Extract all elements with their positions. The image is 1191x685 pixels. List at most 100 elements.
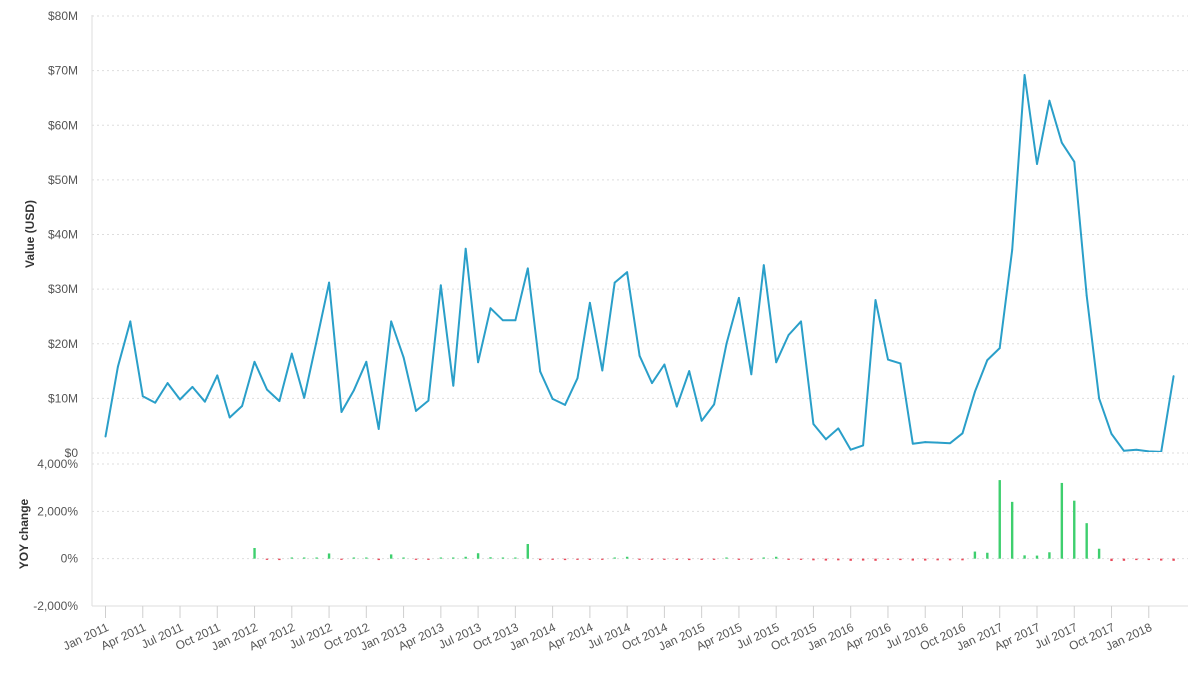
yoy-bar <box>1010 501 1014 559</box>
yoy-bar <box>588 558 592 560</box>
value-point <box>1011 248 1014 251</box>
value-y-tick-label: $60M <box>48 118 78 132</box>
yoy-axis-title: YOY change <box>17 498 31 569</box>
yoy-bar <box>787 558 790 560</box>
value-point <box>713 403 715 406</box>
yoy-bar <box>700 558 703 560</box>
value-point <box>551 398 554 400</box>
yoy-bar <box>563 558 567 561</box>
value-point <box>203 400 206 403</box>
value-point <box>1160 451 1163 452</box>
value-point <box>936 441 939 444</box>
value-point <box>874 299 877 301</box>
value-point <box>787 334 790 336</box>
yoy-bar <box>327 553 331 559</box>
yoy-bar <box>476 553 480 559</box>
value-point <box>315 340 318 342</box>
value-point <box>303 396 306 399</box>
yoy-y-tick-label: 0% <box>61 552 79 566</box>
yoy-bar <box>1122 558 1126 561</box>
value-point <box>489 307 492 310</box>
yoy-bar <box>489 557 492 559</box>
value-point <box>601 369 604 372</box>
yoy-bar <box>427 558 430 560</box>
yoy-bar <box>638 558 641 560</box>
value-point <box>1123 449 1125 452</box>
yoy-bar <box>1060 482 1064 559</box>
value-point <box>166 382 169 384</box>
yoy-bar <box>315 557 318 559</box>
value-point <box>1060 141 1063 144</box>
yoy-bar <box>737 558 741 560</box>
yoy-bar <box>861 558 865 561</box>
yoy-y-tick-labels: -2,000% 0% 2,000% 4,000% <box>33 457 78 613</box>
yoy-bar <box>253 548 256 559</box>
value-point <box>700 419 703 422</box>
value-point <box>266 388 268 391</box>
yoy-bar <box>1073 500 1076 559</box>
yoy-bar <box>278 558 281 561</box>
value-point <box>191 386 194 388</box>
value-y-tick-label: $10M <box>48 391 78 405</box>
yoy-bar <box>973 551 977 559</box>
yoy-bar <box>837 558 840 561</box>
yoy-bar <box>625 556 629 559</box>
value-point <box>638 354 641 357</box>
value-y-tick-label: $20M <box>48 337 78 351</box>
yoy-bar <box>265 558 269 560</box>
yoy-bar <box>365 557 368 559</box>
value-point <box>1147 450 1150 452</box>
yoy-bar <box>303 557 306 559</box>
yoy-bar <box>886 558 890 560</box>
value-point <box>750 373 753 376</box>
yoy-bar <box>998 480 1001 559</box>
value-point <box>278 400 281 403</box>
value-point <box>849 448 852 451</box>
value-point <box>564 404 566 406</box>
yoy-bar <box>514 557 517 559</box>
yoy-bar <box>452 557 455 559</box>
yoy-bar <box>762 557 765 559</box>
yoy-bar <box>340 558 343 560</box>
yoy-bar <box>725 557 728 559</box>
value-point <box>104 435 107 438</box>
yoy-bar <box>551 558 554 560</box>
yoy-bar <box>812 558 815 561</box>
value-point <box>775 361 778 364</box>
value-point <box>526 267 529 270</box>
value-point <box>974 390 976 393</box>
value-point <box>576 377 579 380</box>
value-point <box>588 301 591 304</box>
yoy-bar <box>911 558 914 561</box>
value-point <box>986 359 989 362</box>
value-point <box>899 362 902 365</box>
yoy-bar <box>1135 558 1138 561</box>
value-y-tick-label: $80M <box>48 9 78 23</box>
value-point <box>340 411 343 413</box>
value-point <box>924 441 927 443</box>
value-point <box>1135 448 1138 451</box>
yoy-bar <box>824 558 828 561</box>
yoy-bar <box>849 558 852 561</box>
yoy-bar <box>352 557 356 559</box>
value-point <box>1036 163 1038 165</box>
yoy-bar <box>1085 523 1088 559</box>
value-point <box>365 360 368 363</box>
value-y-tick-label: $0 <box>65 446 79 460</box>
value-y-tick-label: $50M <box>48 173 78 187</box>
value-point <box>290 352 293 355</box>
value-point <box>439 284 442 287</box>
yoy-bar <box>874 558 877 561</box>
value-point <box>961 432 964 435</box>
yoy-bar <box>1110 558 1113 562</box>
yoy-bar <box>1048 552 1051 559</box>
value-point <box>427 399 430 402</box>
yoy-bar <box>712 558 716 560</box>
value-point <box>688 370 691 372</box>
yoy-bar <box>650 558 654 560</box>
value-point <box>415 410 417 412</box>
value-point <box>887 358 889 361</box>
yoy-bar <box>750 558 753 560</box>
